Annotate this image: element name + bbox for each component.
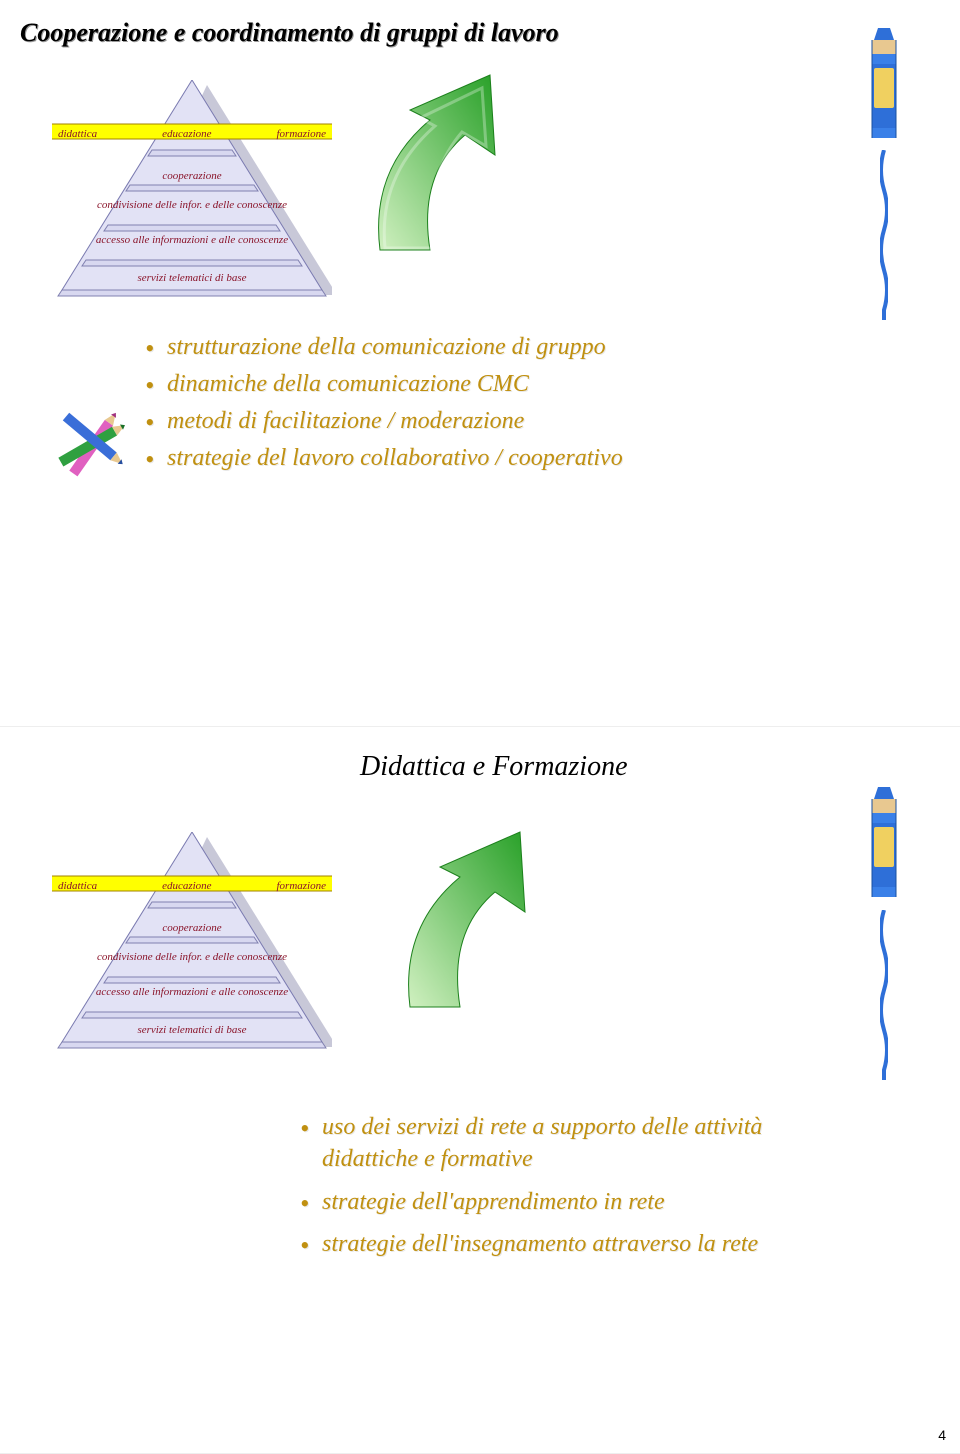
up-arrow — [370, 817, 570, 1017]
slide-cooperazione: Cooperazione e coordinamento di gruppi d… — [0, 0, 960, 727]
pyramid-diagram: didattica educazione formazione cooperaz… — [52, 80, 332, 320]
slide-title: Cooperazione e coordinamento di gruppi d… — [20, 18, 559, 48]
pyramid-diagram: didattica educazione formazione cooperaz… — [52, 832, 332, 1072]
crayon-trail — [880, 150, 888, 320]
page-number: 4 — [938, 1427, 946, 1443]
crayon-icon — [864, 28, 904, 148]
bullet-item: dinamiche della comunicazione CMC — [145, 371, 623, 398]
up-arrow — [340, 60, 540, 260]
slide-title: Didattica e Formazione — [360, 751, 628, 783]
slide-didattica: Didattica e Formazione didattica educazi… — [0, 727, 960, 1454]
bullet-item: strategie del lavoro collaborativo / coo… — [145, 445, 623, 472]
bullet-item: metodi di facilitazione / moderazione — [145, 408, 623, 435]
bullet-item: strategie dell'apprendimento in rete — [300, 1186, 840, 1218]
pyramid-labels: didattica educazione formazione cooperaz… — [52, 832, 332, 1072]
bullet-item: strutturazione della comunicazione di gr… — [145, 334, 623, 361]
crayon-icon — [864, 787, 904, 907]
bullet-item: strategie dell'insegnamento attraverso l… — [300, 1228, 840, 1260]
pyramid-top-row: didattica educazione formazione — [52, 128, 332, 140]
bullet-list: strutturazione della comunicazione di gr… — [145, 334, 623, 482]
pyramid-top-row: didattica educazione formazione — [52, 880, 332, 892]
pyramid-labels: didattica educazione formazione cooperaz… — [52, 80, 332, 320]
bullet-item: uso dei servizi di rete a supporto delle… — [300, 1111, 840, 1176]
crayon-trail — [880, 910, 888, 1080]
pencil-cluster-icon — [48, 395, 143, 490]
bullet-list: uso dei servizi di rete a supporto delle… — [300, 1111, 840, 1271]
